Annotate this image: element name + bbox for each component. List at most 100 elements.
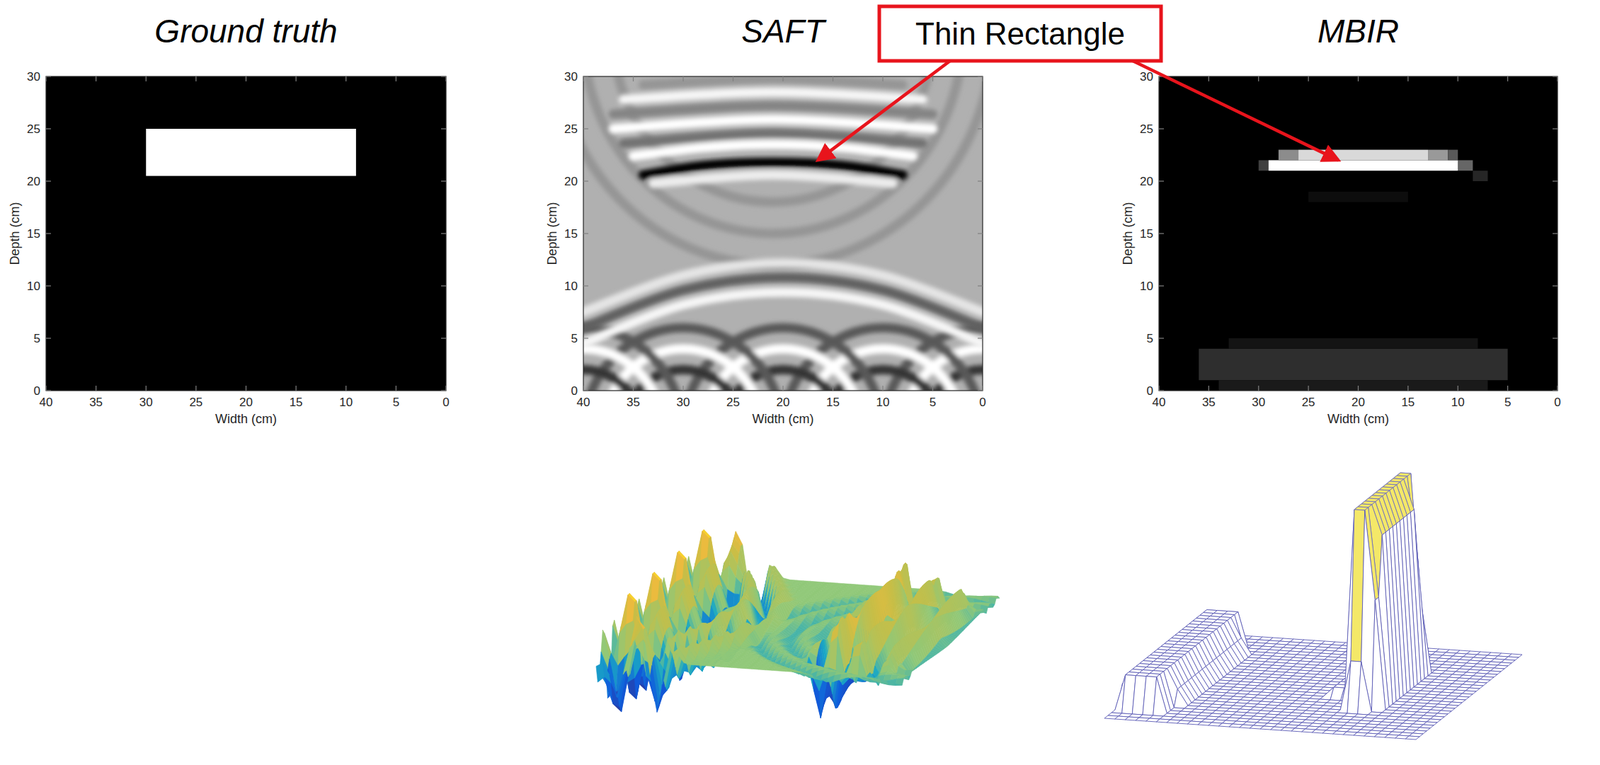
y-tick (977, 180, 983, 182)
y-tick (441, 390, 447, 391)
x-tick (445, 385, 447, 391)
x-tick-label: 30 (139, 395, 153, 410)
surface-plot (596, 530, 1000, 719)
wave-arc (583, 76, 983, 265)
y-tick (583, 232, 589, 234)
y-tick (46, 232, 51, 234)
y-tick (977, 390, 983, 391)
x-tick (345, 76, 347, 82)
wave-band (633, 144, 914, 156)
x-tick (981, 385, 983, 391)
y-tick-label: 20 (26, 174, 41, 189)
y-tick-label: 25 (564, 122, 578, 136)
y-tick (46, 180, 51, 182)
y-tick (441, 285, 447, 287)
image-region (145, 128, 357, 177)
y-tick (46, 128, 51, 129)
wave-band (643, 162, 904, 175)
x-tick-label: 10 (876, 395, 890, 410)
y-tick (583, 75, 589, 77)
x-tick-label: 5 (929, 395, 936, 410)
x-tick (732, 76, 734, 82)
panel-title: SAFT (741, 12, 827, 50)
y-tick (977, 75, 983, 77)
x-tick-label: 20 (776, 395, 791, 410)
y-tick (583, 337, 589, 339)
x-tick (145, 76, 147, 82)
y-tick-label: 10 (564, 279, 578, 294)
wave-band (613, 119, 933, 129)
x-tick-label: 30 (676, 395, 691, 410)
y-tick (977, 337, 983, 339)
image-area (583, 76, 983, 391)
x-tick (582, 76, 584, 82)
x-tick (682, 76, 684, 82)
y-tick (583, 390, 589, 391)
x-tick (295, 385, 297, 391)
y-tick-label: 25 (26, 122, 41, 136)
x-tick (682, 385, 684, 391)
y-tick (977, 232, 983, 234)
figure: Ground truth 40 35 30 25 20 15 10 5 0 0 5 10 15 20 25 30… (0, 0, 1600, 765)
y-tick (441, 180, 447, 182)
wave-band (643, 78, 904, 85)
band-group (583, 78, 983, 344)
x-tick-label: 35 (89, 395, 103, 410)
x-tick (782, 76, 784, 82)
y-tick (46, 390, 51, 391)
x-tick-label: 10 (339, 395, 353, 410)
x-tick (932, 385, 934, 391)
y-tick-label: 5 (571, 332, 578, 346)
plot-frame (583, 76, 983, 391)
y-tick-label: 0 (571, 384, 578, 398)
x-tick (732, 385, 734, 391)
y-tick-label: 30 (564, 70, 578, 84)
x-tick (395, 385, 397, 391)
x-axis-title: Width (cm) (215, 412, 277, 427)
x-tick-label: 25 (189, 395, 203, 410)
y-tick (441, 232, 447, 234)
x-tick (45, 76, 47, 82)
x-tick-label: 15 (289, 395, 304, 410)
y-tick (441, 75, 447, 77)
y-tick (583, 285, 589, 287)
x-tick (45, 385, 47, 391)
x-tick-label: 5 (392, 395, 400, 410)
y-tick (441, 337, 447, 339)
wave-band (623, 92, 923, 100)
plot-frame (46, 76, 447, 391)
y-tick-label: 0 (33, 384, 41, 398)
x-tick (195, 385, 197, 391)
x-tick-label: 15 (826, 395, 840, 410)
y-tick (977, 285, 983, 287)
y-tick-label: 15 (564, 227, 578, 241)
y-tick-label: 20 (564, 174, 578, 189)
x-tick (245, 385, 247, 391)
y-tick (46, 337, 51, 339)
x-tick (95, 385, 97, 391)
image-area (46, 76, 447, 391)
x-tick (632, 76, 634, 82)
panel-title: Ground truth (154, 12, 337, 50)
x-tick (445, 76, 447, 82)
x-tick (981, 76, 983, 82)
wave-arc (613, 76, 933, 203)
y-tick-label: 10 (26, 279, 41, 294)
x-tick (882, 76, 883, 82)
x-tick-label: 40 (39, 395, 54, 410)
wave-band (653, 174, 893, 184)
x-tick-label: 20 (239, 395, 253, 410)
y-axis-title: Depth (cm) (545, 201, 560, 265)
y-tick-label: 15 (26, 227, 41, 241)
x-tick (245, 76, 247, 82)
x-tick-label: 0 (442, 395, 449, 410)
x-axis-title: Width (cm) (752, 412, 815, 427)
x-tick (195, 76, 197, 82)
x-tick-label: 35 (626, 395, 640, 410)
y-tick (46, 75, 51, 77)
x-tick-label: 25 (726, 395, 740, 410)
y-tick (441, 128, 447, 129)
y-tick-label: 30 (26, 70, 41, 84)
x-tick (832, 76, 834, 82)
wave-arc (583, 76, 963, 234)
